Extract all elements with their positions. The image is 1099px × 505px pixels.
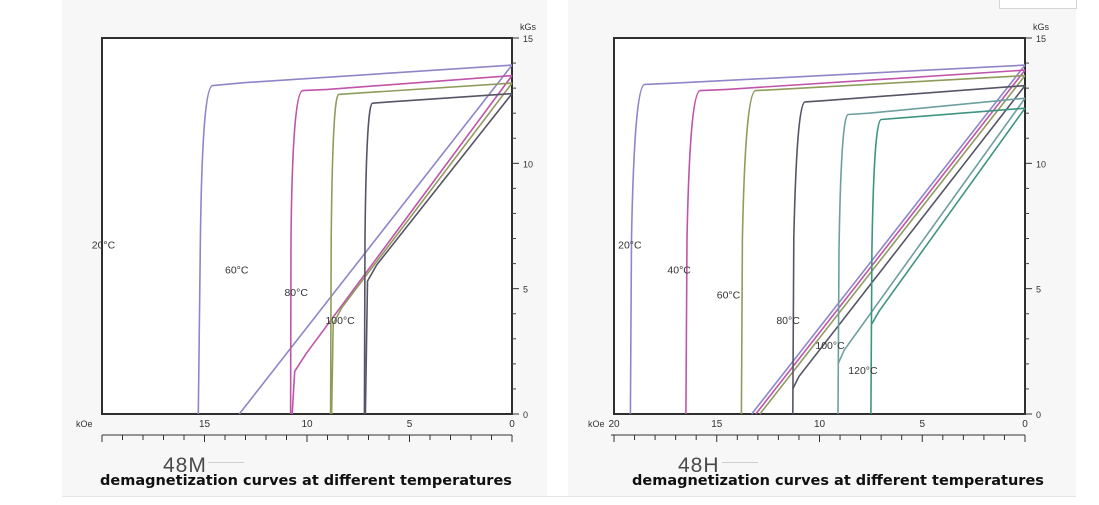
y-tick-label: 5 [1036,285,1041,295]
plot-frame [101,37,513,415]
corner-frame [999,0,1077,9]
caption-48h: demagnetization curves at different temp… [632,473,1044,489]
curve-label: 80°C [284,287,308,299]
curve-label: 80°C [776,315,800,327]
y-tick-label: 15 [523,34,533,44]
curve-label: 60°C [717,290,741,302]
curve-label: 20°C [92,240,116,252]
x-tick-label: 10 [814,419,826,430]
grade-label-48h: 48H [678,454,720,477]
grade-underline-48h [722,462,758,463]
y-tick-label: 10 [523,159,533,169]
x-tick-label: 0 [1022,419,1028,430]
x-tick-label: 5 [407,419,413,430]
recoil-line [871,107,1026,325]
recoil-line [330,82,513,415]
x-tick-label: 15 [199,419,211,430]
recoil-line [238,64,513,415]
curve-20c [629,64,1026,415]
curve-120c [870,107,1026,415]
bottom-divider [62,496,1076,497]
curve-label: 120°C [848,365,878,377]
x-tick-label: 10 [301,419,313,430]
y-axis-label: kGs [1033,22,1050,32]
curve-label: 60°C [225,265,249,277]
y-tick-label: 0 [1036,410,1041,420]
recoil-line [837,97,1026,365]
x-axis-label: kOe [76,419,93,429]
y-tick-label: 15 [1036,34,1046,44]
recoil-line [364,93,513,415]
y-axis-label: kGs [520,22,537,32]
recoil-line [792,85,1026,390]
recoil-line [291,75,513,415]
y-tick-label: 5 [523,285,528,295]
curve-100c [837,97,1026,415]
x-tick-label: 15 [711,419,723,430]
y-tick-label: 10 [1036,159,1046,169]
curve-label: 100°C [815,340,845,352]
curve-label: 20°C [618,240,642,252]
curve-80c [329,82,513,415]
grade-label-48m: 48M [163,454,207,477]
x-tick-label: 20 [608,419,620,430]
curve-100c [363,92,513,415]
x-tick-label: 5 [919,419,925,430]
chart-48h: 0 5 10 15 kGs 20 15 10 5 0 kOe 20°C 40°C 60°C 80°C 100°… [588,22,1050,442]
curve-60c [740,74,1026,415]
recoil-line [755,69,1026,415]
x-axis-label: kOe [588,419,605,429]
curve-40c [685,69,1026,415]
curve-label: 40°C [667,265,691,277]
chart-48m: 0 5 10 15 kGs 15 10 5 0 kOe 20°C 60°C 80°C 100°C [76,22,537,442]
y-tick-label: 0 [523,410,528,420]
recoil-line [759,75,1026,415]
grade-underline-48m [208,462,244,463]
curve-80c [792,84,1026,415]
curve-60c [289,74,513,415]
recoil-line [751,64,1026,415]
x-tick-label: 0 [509,419,515,430]
curve-label: 100°C [325,315,355,327]
caption-48m: demagnetization curves at different temp… [100,473,512,489]
curve-20c [197,64,513,415]
plot-frame [613,37,1026,415]
